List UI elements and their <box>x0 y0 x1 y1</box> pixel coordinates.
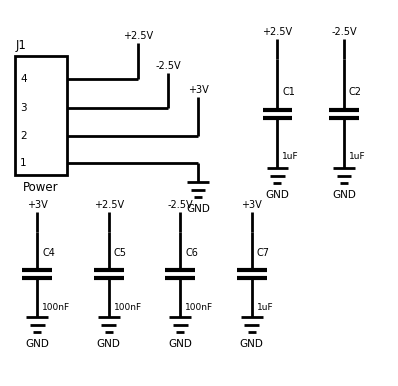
Text: C1: C1 <box>283 87 295 97</box>
Text: -2.5V: -2.5V <box>167 200 193 210</box>
Text: C4: C4 <box>42 247 55 257</box>
Text: C6: C6 <box>185 247 198 257</box>
Text: GND: GND <box>97 339 121 349</box>
Text: GND: GND <box>265 190 289 200</box>
Text: 1uF: 1uF <box>283 152 299 161</box>
Text: GND: GND <box>240 339 263 349</box>
Text: 100nF: 100nF <box>113 303 142 312</box>
Text: 1uF: 1uF <box>257 303 273 312</box>
Text: Power: Power <box>23 181 59 194</box>
Text: +2.5V: +2.5V <box>94 200 124 210</box>
Text: +3V: +3V <box>241 200 262 210</box>
Text: +2.5V: +2.5V <box>262 27 293 37</box>
Text: +3V: +3V <box>187 85 209 95</box>
Text: -2.5V: -2.5V <box>155 61 181 71</box>
Text: 2: 2 <box>20 131 27 141</box>
Text: 1uF: 1uF <box>349 152 365 161</box>
Text: +2.5V: +2.5V <box>123 31 154 41</box>
Text: 100nF: 100nF <box>185 303 213 312</box>
Text: GND: GND <box>186 204 210 214</box>
Text: GND: GND <box>25 339 49 349</box>
Text: GND: GND <box>168 339 192 349</box>
Text: GND: GND <box>332 190 356 200</box>
Text: 3: 3 <box>20 103 27 113</box>
Text: 4: 4 <box>20 74 27 84</box>
Bar <box>16 56 67 175</box>
Text: 1: 1 <box>20 158 27 168</box>
Text: -2.5V: -2.5V <box>331 27 357 37</box>
Text: J1: J1 <box>16 39 26 52</box>
Text: 100nF: 100nF <box>42 303 70 312</box>
Text: C5: C5 <box>113 247 127 257</box>
Text: +3V: +3V <box>27 200 47 210</box>
Text: C7: C7 <box>257 247 269 257</box>
Text: C2: C2 <box>349 87 362 97</box>
